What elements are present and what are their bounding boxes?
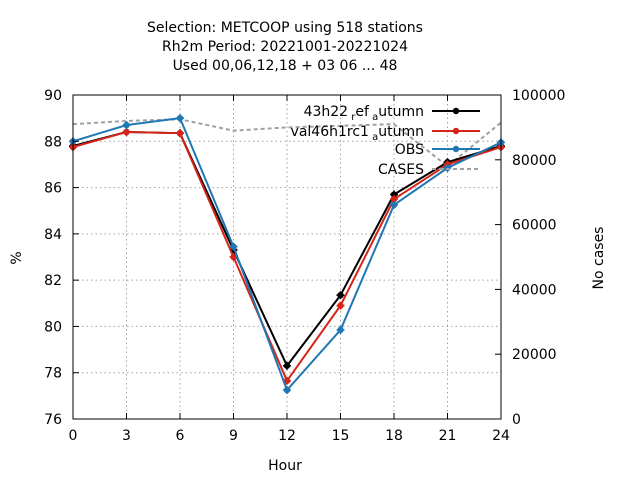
x-tick-label: 21	[439, 428, 457, 444]
x-tick-label: 12	[278, 428, 296, 444]
y-tick-label: 88	[44, 134, 62, 150]
y-tick-label: 82	[44, 273, 62, 289]
y2-tick-label: 80000	[512, 153, 557, 169]
legend-label-cases: CASES	[378, 162, 424, 178]
y2-axis-label: No cases	[591, 227, 607, 290]
y2-tick-label: 20000	[512, 347, 557, 363]
data-series	[69, 114, 505, 395]
x-tick-label: 0	[69, 428, 78, 444]
x-tick-label: 15	[332, 428, 350, 444]
y-tick-label: 78	[44, 366, 62, 382]
y-tick-label: 76	[44, 412, 62, 428]
y2-tick-label: 0	[512, 412, 521, 428]
y-tick-label: 84	[44, 227, 62, 243]
grid-lines	[73, 95, 501, 419]
legend-label-0: 43h22 ref autumn	[304, 104, 424, 123]
legend-label-1: val46h1rc1 autumn	[291, 124, 424, 143]
y-tick-label: 90	[44, 88, 62, 104]
legend-marker-0	[452, 107, 460, 115]
cases-line	[72, 118, 502, 168]
axis-ticks: 0 3 6 9 12 15 18 21 24 76 78 80 82 84 86 88 90 0 20000 4000…	[44, 88, 565, 444]
x-tick-label: 6	[176, 428, 185, 444]
x-tick-label: 9	[229, 428, 238, 444]
legend-label-2: OBS	[395, 142, 424, 158]
x-tick-label: 18	[385, 428, 403, 444]
title-line-3: Used 00,06,12,18 + 03 06 ... 48	[173, 58, 398, 74]
x-axis-label: Hour	[268, 458, 302, 474]
title-line-1: Selection: METCOOP using 518 stations	[147, 20, 423, 36]
y-tick-label: 80	[44, 319, 62, 335]
x-tick-label: 3	[122, 428, 131, 444]
legend-marker-1	[452, 127, 460, 135]
title-line-2: Rh2m Period: 20221001-20221024	[162, 39, 408, 55]
legend-marker-2	[452, 145, 460, 153]
y-tick-label: 86	[44, 181, 62, 197]
series-2	[69, 114, 505, 395]
cases-series	[72, 118, 502, 168]
x-tick-label: 24	[492, 428, 510, 444]
y2-tick-label: 40000	[512, 282, 557, 298]
y-axis-label: %	[9, 251, 25, 264]
y2-tick-label: 60000	[512, 218, 557, 234]
chart-title: Selection: METCOOP using 518 stations Rh…	[147, 20, 423, 74]
y2-tick-label: 100000	[512, 88, 565, 104]
